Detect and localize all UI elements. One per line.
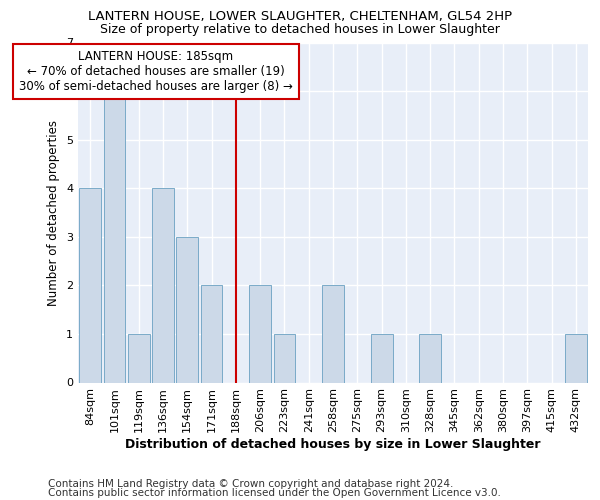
Bar bbox=[249, 286, 271, 382]
Bar bbox=[371, 334, 392, 382]
Bar bbox=[176, 237, 198, 382]
Bar bbox=[104, 91, 125, 382]
Bar bbox=[152, 188, 174, 382]
Bar bbox=[419, 334, 441, 382]
Text: LANTERN HOUSE, LOWER SLAUGHTER, CHELTENHAM, GL54 2HP: LANTERN HOUSE, LOWER SLAUGHTER, CHELTENH… bbox=[88, 10, 512, 23]
Bar bbox=[322, 286, 344, 382]
Bar bbox=[274, 334, 295, 382]
Text: Size of property relative to detached houses in Lower Slaughter: Size of property relative to detached ho… bbox=[100, 22, 500, 36]
Text: LANTERN HOUSE: 185sqm
← 70% of detached houses are smaller (19)
30% of semi-deta: LANTERN HOUSE: 185sqm ← 70% of detached … bbox=[19, 50, 293, 93]
Bar bbox=[200, 286, 223, 382]
Text: Contains HM Land Registry data © Crown copyright and database right 2024.: Contains HM Land Registry data © Crown c… bbox=[48, 479, 454, 489]
Bar bbox=[565, 334, 587, 382]
Bar bbox=[128, 334, 149, 382]
Bar bbox=[79, 188, 101, 382]
Y-axis label: Number of detached properties: Number of detached properties bbox=[47, 120, 61, 306]
X-axis label: Distribution of detached houses by size in Lower Slaughter: Distribution of detached houses by size … bbox=[125, 438, 541, 451]
Text: Contains public sector information licensed under the Open Government Licence v3: Contains public sector information licen… bbox=[48, 488, 501, 498]
